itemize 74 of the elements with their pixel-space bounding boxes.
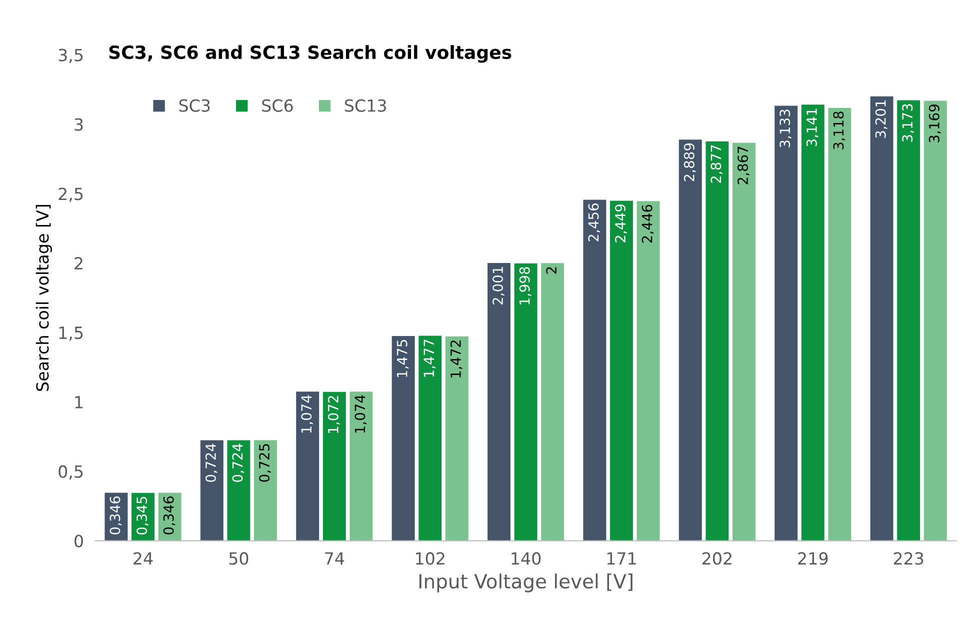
- bar: [514, 263, 538, 541]
- bar: [897, 100, 920, 541]
- bar: [254, 440, 277, 541]
- bar: [296, 392, 320, 541]
- data-label: 1,472: [450, 340, 462, 378]
- data-label: 0,346: [163, 496, 176, 534]
- legend-label: SC3: [179, 99, 210, 112]
- bar: [636, 201, 660, 541]
- data-label: 1,477: [424, 340, 436, 377]
- data-label: 2: [546, 267, 556, 274]
- data-label: 2,446: [642, 204, 654, 243]
- y-tick-label: 0: [74, 534, 83, 548]
- data-label: 3,201: [875, 100, 888, 138]
- x-tick-label: 74: [325, 552, 344, 565]
- data-label: 3,173: [902, 104, 914, 142]
- bar: [350, 392, 373, 541]
- bar: [418, 336, 442, 541]
- data-label: 2,456: [588, 203, 600, 242]
- bar: [870, 96, 894, 541]
- y-tick-label: 3,5: [58, 48, 83, 64]
- bar: [583, 200, 606, 541]
- data-label: 1,072: [328, 396, 340, 433]
- data-label: 1,074: [301, 395, 314, 433]
- x-tick-label: 24: [134, 552, 153, 565]
- y-tick-label: 1,5: [59, 326, 83, 341]
- data-label: 1,074: [354, 395, 367, 433]
- bar: [610, 200, 633, 541]
- x-tick-label: 140: [512, 552, 541, 565]
- x-tick-label: 171: [607, 552, 636, 565]
- data-label: 2,449: [615, 204, 627, 242]
- y-tick-label: 3: [74, 118, 83, 131]
- bar: [488, 262, 510, 541]
- bar: [445, 336, 468, 541]
- x-axis-title: Input Voltage level [V]: [419, 574, 632, 592]
- bar: [392, 336, 415, 541]
- data-label: 2,889: [684, 143, 696, 182]
- x-tick-label: 50: [229, 552, 248, 565]
- data-label: 0,724: [232, 444, 244, 482]
- bar: [541, 263, 564, 541]
- data-label: 2,877: [710, 145, 723, 183]
- data-label: 3,133: [780, 110, 792, 148]
- bar: [774, 106, 798, 541]
- bar: [828, 108, 852, 541]
- bar: [801, 104, 824, 541]
- legend-label: SC6: [262, 99, 293, 112]
- data-label: 1,998: [519, 267, 532, 304]
- y-tick-label: 2: [74, 257, 82, 270]
- data-label: 1,475: [397, 340, 409, 377]
- x-tick-label: 223: [894, 552, 924, 565]
- bar: [924, 100, 947, 541]
- y-axis-title: Search coil voltage [V]: [36, 205, 52, 391]
- x-tick-label: 202: [702, 552, 732, 565]
- y-tick-label: 1: [75, 396, 83, 408]
- data-label: 0,346: [110, 496, 122, 534]
- y-tick-label: 2,5: [58, 188, 83, 202]
- data-label: 3,169: [928, 104, 941, 142]
- data-label: 3,141: [806, 108, 818, 146]
- bar: [678, 140, 702, 541]
- data-label: 0,345: [136, 496, 148, 534]
- data-label: 0,725: [259, 444, 271, 482]
- bar: [706, 141, 729, 541]
- y-tick-label: 0,5: [58, 465, 83, 480]
- bar: [227, 440, 250, 541]
- chart-title: SC3, SC6 and SC13 Search coil voltages: [109, 45, 512, 63]
- legend-label: SC13: [344, 99, 386, 112]
- data-label: 3,118: [833, 112, 846, 150]
- bar: [200, 440, 224, 541]
- x-tick-label: 102: [416, 552, 444, 565]
- bar: [322, 392, 346, 541]
- data-label: 0,724: [205, 444, 218, 482]
- bar: [732, 142, 756, 541]
- x-tick-label: 219: [798, 552, 828, 565]
- data-label: 2,001: [492, 267, 504, 304]
- data-label: 2,867: [738, 146, 750, 184]
